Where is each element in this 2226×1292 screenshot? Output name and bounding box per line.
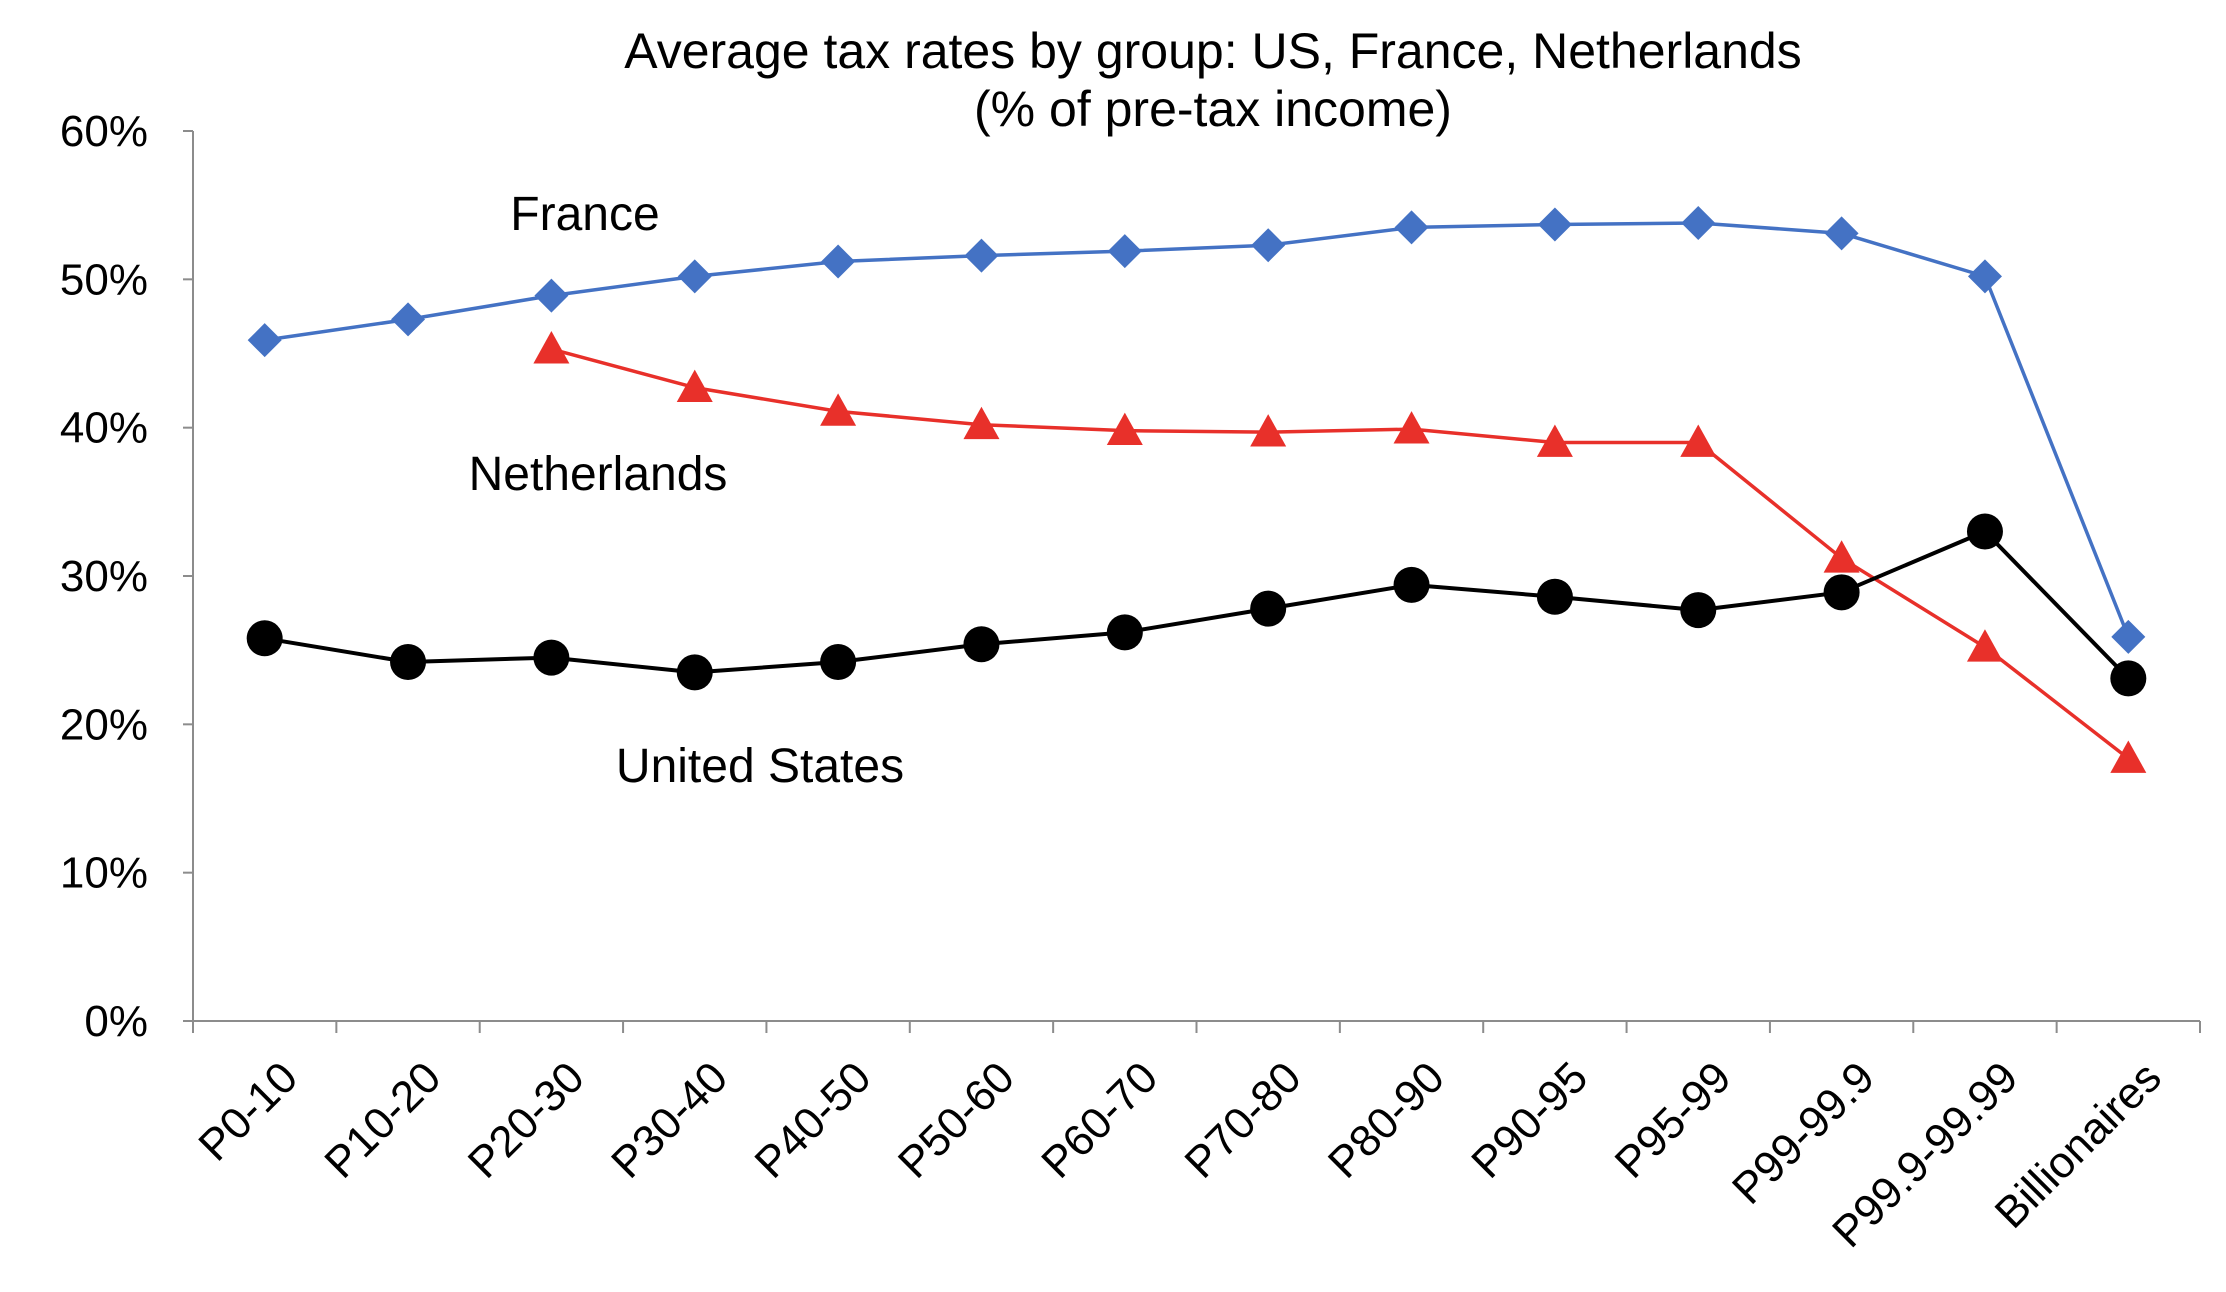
data-point bbox=[676, 654, 713, 691]
labels-layer: France Netherlands United States bbox=[469, 188, 905, 793]
data-point bbox=[964, 238, 999, 273]
x-tick-label: P90-95 bbox=[1462, 1053, 1597, 1188]
y-tick-label: 60% bbox=[60, 107, 148, 156]
data-point bbox=[1967, 259, 2002, 294]
axes: 0% 10% 20% 30% 40% 50% 60% P0-10 P10-20 P20-30 P30… bbox=[60, 107, 2201, 1257]
series-label-france: France bbox=[510, 188, 659, 241]
data-point bbox=[1393, 566, 1430, 603]
x-tick-label: P50-60 bbox=[889, 1053, 1024, 1188]
series-line-netherlands bbox=[550, 347, 2130, 760]
data-point bbox=[534, 278, 569, 313]
series-label-united-states: United States bbox=[616, 740, 904, 793]
data-point bbox=[1537, 207, 1572, 242]
series-layer bbox=[246, 205, 2147, 773]
data-point bbox=[963, 626, 1000, 663]
series-line-france bbox=[264, 221, 2130, 638]
data-point bbox=[2111, 619, 2146, 654]
data-point bbox=[676, 369, 713, 403]
data-point bbox=[1823, 574, 1860, 611]
data-point bbox=[1393, 411, 1430, 444]
series-line-united-states bbox=[264, 529, 2130, 680]
data-point bbox=[533, 639, 570, 676]
data-point bbox=[1680, 592, 1717, 629]
data-point bbox=[821, 244, 856, 279]
series-united-states bbox=[246, 513, 2147, 697]
x-tick-label: P20-30 bbox=[459, 1053, 594, 1188]
x-tick-label: P60-70 bbox=[1032, 1053, 1167, 1188]
x-tick-label: P10-20 bbox=[315, 1053, 450, 1188]
x-tick-label: P80-90 bbox=[1319, 1053, 1454, 1188]
data-point bbox=[1250, 414, 1287, 447]
x-tick-label: P40-50 bbox=[746, 1053, 881, 1188]
data-point bbox=[1394, 210, 1429, 245]
data-point bbox=[390, 644, 427, 681]
data-point bbox=[1966, 513, 2003, 550]
series-netherlands bbox=[533, 331, 2147, 773]
data-point bbox=[1824, 216, 1859, 251]
series-label-netherlands: Netherlands bbox=[469, 448, 728, 501]
data-point bbox=[1106, 412, 1143, 446]
data-point bbox=[820, 393, 857, 426]
x-tick-label: P95-99 bbox=[1606, 1053, 1741, 1188]
data-point bbox=[820, 644, 857, 681]
y-tick-label: 0% bbox=[84, 997, 148, 1046]
data-point bbox=[391, 302, 426, 337]
x-tick-label: P70-80 bbox=[1176, 1053, 1311, 1188]
data-point bbox=[1680, 424, 1717, 457]
data-point bbox=[246, 620, 283, 657]
data-point bbox=[1107, 234, 1142, 269]
data-point bbox=[1536, 578, 1573, 615]
data-point bbox=[1106, 614, 1143, 651]
data-point bbox=[533, 331, 570, 364]
data-point bbox=[2110, 740, 2147, 773]
y-tick-label: 10% bbox=[60, 849, 148, 898]
y-tick-label: 30% bbox=[60, 552, 148, 601]
y-tick-label: 50% bbox=[60, 255, 148, 304]
chart-subtitle: (% of pre-tax income) bbox=[974, 81, 1452, 137]
data-point bbox=[2110, 660, 2147, 697]
series-france bbox=[247, 205, 2146, 654]
data-point bbox=[1251, 228, 1286, 263]
data-point bbox=[1250, 590, 1287, 627]
data-point bbox=[1823, 540, 1860, 573]
data-point bbox=[1966, 629, 2003, 662]
data-point bbox=[963, 406, 1000, 440]
chart-title: Average tax rates by group: US, France, … bbox=[624, 23, 1801, 79]
data-point bbox=[1536, 424, 1573, 457]
data-point bbox=[1681, 205, 1716, 240]
y-tick-label: 20% bbox=[60, 700, 148, 749]
data-point bbox=[677, 259, 712, 294]
x-tick-label: P0-10 bbox=[189, 1053, 307, 1171]
y-tick-label: 40% bbox=[60, 404, 148, 453]
x-tick-label: P30-40 bbox=[602, 1053, 737, 1188]
data-point bbox=[247, 323, 282, 358]
